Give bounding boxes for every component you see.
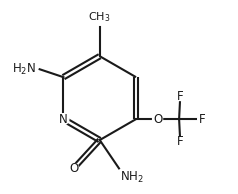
Circle shape <box>176 92 184 100</box>
Text: H$_2$N: H$_2$N <box>12 62 36 77</box>
Circle shape <box>153 114 163 124</box>
Text: CH$_3$: CH$_3$ <box>89 11 111 24</box>
Text: O: O <box>69 162 78 175</box>
Text: F: F <box>177 90 183 103</box>
Text: F: F <box>198 113 205 126</box>
Circle shape <box>198 115 206 123</box>
Circle shape <box>69 163 79 173</box>
Text: NH$_2$: NH$_2$ <box>120 170 144 185</box>
Text: F: F <box>177 135 183 148</box>
Text: O: O <box>153 113 162 126</box>
Text: N: N <box>59 113 68 126</box>
Circle shape <box>58 114 69 125</box>
Circle shape <box>176 138 184 146</box>
